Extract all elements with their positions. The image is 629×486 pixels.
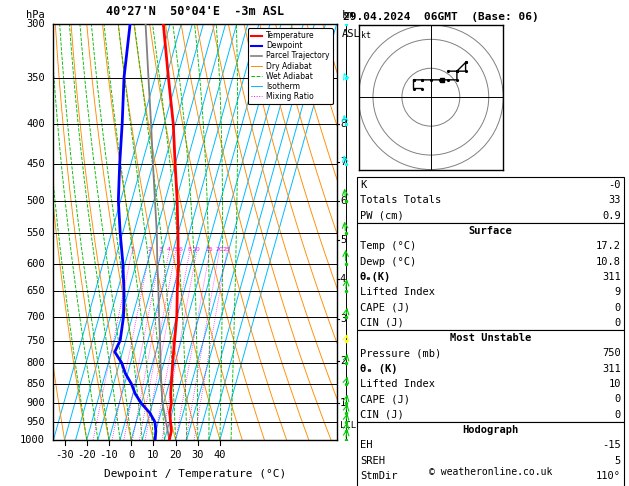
Text: EH: EH bbox=[360, 440, 372, 451]
Text: 350: 350 bbox=[26, 72, 45, 83]
Text: Totals Totals: Totals Totals bbox=[360, 195, 441, 206]
Text: 30: 30 bbox=[191, 450, 204, 460]
Text: 5: 5 bbox=[340, 235, 346, 245]
Text: -0: -0 bbox=[608, 180, 621, 190]
Text: 8: 8 bbox=[187, 247, 192, 252]
Text: 0: 0 bbox=[615, 318, 621, 328]
Text: ASL: ASL bbox=[342, 29, 361, 39]
Text: © weatheronline.co.uk: © weatheronline.co.uk bbox=[428, 467, 552, 477]
Text: LCL: LCL bbox=[340, 421, 356, 430]
Text: 7: 7 bbox=[340, 157, 346, 167]
Text: 750: 750 bbox=[26, 335, 45, 346]
Text: 10: 10 bbox=[192, 247, 201, 252]
Text: -15: -15 bbox=[602, 440, 621, 451]
Text: 500: 500 bbox=[26, 195, 45, 206]
Text: 6: 6 bbox=[179, 247, 183, 252]
Text: 5: 5 bbox=[174, 247, 177, 252]
Text: 8: 8 bbox=[340, 119, 346, 129]
Text: 20: 20 bbox=[169, 450, 182, 460]
Text: 25: 25 bbox=[223, 247, 231, 252]
Text: Mixing Ratio (g/kg): Mixing Ratio (g/kg) bbox=[386, 181, 395, 283]
Text: -10: -10 bbox=[99, 450, 118, 460]
Text: kt: kt bbox=[362, 31, 371, 40]
Text: 1: 1 bbox=[130, 247, 134, 252]
Text: Lifted Index: Lifted Index bbox=[360, 287, 435, 297]
Text: 600: 600 bbox=[26, 259, 45, 269]
Text: 300: 300 bbox=[26, 19, 45, 29]
Text: 3: 3 bbox=[340, 314, 346, 324]
Text: CAPE (J): CAPE (J) bbox=[360, 394, 409, 404]
Text: 17.2: 17.2 bbox=[596, 241, 621, 251]
Text: Surface: Surface bbox=[469, 226, 512, 236]
Text: CIN (J): CIN (J) bbox=[360, 318, 404, 328]
Text: 2: 2 bbox=[148, 247, 152, 252]
Text: Lifted Index: Lifted Index bbox=[360, 379, 435, 389]
Text: 10: 10 bbox=[608, 379, 621, 389]
Text: 6: 6 bbox=[340, 195, 346, 206]
Text: CIN (J): CIN (J) bbox=[360, 410, 404, 420]
Text: Temp (°C): Temp (°C) bbox=[360, 241, 416, 251]
Text: Dewpoint / Temperature (°C): Dewpoint / Temperature (°C) bbox=[104, 469, 286, 479]
Text: SREH: SREH bbox=[360, 455, 385, 466]
Text: 0: 0 bbox=[128, 450, 134, 460]
Text: -20: -20 bbox=[77, 450, 96, 460]
Text: Hodograph: Hodograph bbox=[462, 425, 518, 435]
Text: 800: 800 bbox=[26, 358, 45, 368]
Text: 110°: 110° bbox=[596, 471, 621, 481]
Text: 3: 3 bbox=[159, 247, 163, 252]
Text: 0: 0 bbox=[615, 302, 621, 312]
Legend: Temperature, Dewpoint, Parcel Trajectory, Dry Adiabat, Wet Adiabat, Isotherm, Mi: Temperature, Dewpoint, Parcel Trajectory… bbox=[248, 28, 333, 104]
Text: 10: 10 bbox=[147, 450, 160, 460]
Text: 550: 550 bbox=[26, 228, 45, 239]
Text: -30: -30 bbox=[55, 450, 74, 460]
Text: 0.9: 0.9 bbox=[602, 210, 621, 221]
Text: θₑ (K): θₑ (K) bbox=[360, 364, 398, 374]
Text: PW (cm): PW (cm) bbox=[360, 210, 404, 221]
Text: 950: 950 bbox=[26, 417, 45, 427]
Text: 10.8: 10.8 bbox=[596, 257, 621, 267]
Text: 40: 40 bbox=[214, 450, 226, 460]
Text: 1: 1 bbox=[340, 399, 346, 408]
Text: Most Unstable: Most Unstable bbox=[450, 333, 531, 343]
Text: θₑ(K): θₑ(K) bbox=[360, 272, 391, 282]
Text: 850: 850 bbox=[26, 379, 45, 389]
Text: 0: 0 bbox=[615, 410, 621, 420]
Text: 4: 4 bbox=[340, 274, 346, 284]
Text: Dewp (°C): Dewp (°C) bbox=[360, 257, 416, 267]
Text: 20: 20 bbox=[215, 247, 223, 252]
Text: 15: 15 bbox=[206, 247, 213, 252]
Text: 9: 9 bbox=[615, 287, 621, 297]
Text: 400: 400 bbox=[26, 119, 45, 129]
Text: 650: 650 bbox=[26, 286, 45, 296]
Text: 29.04.2024  06GMT  (Base: 06): 29.04.2024 06GMT (Base: 06) bbox=[343, 12, 538, 22]
Text: 5: 5 bbox=[615, 455, 621, 466]
Text: CAPE (J): CAPE (J) bbox=[360, 302, 409, 312]
Text: 4: 4 bbox=[167, 247, 171, 252]
Text: 750: 750 bbox=[602, 348, 621, 359]
Text: 40°27'N  50°04'E  -3m ASL: 40°27'N 50°04'E -3m ASL bbox=[106, 5, 284, 18]
Text: 2: 2 bbox=[340, 356, 346, 365]
Text: 311: 311 bbox=[602, 364, 621, 374]
Text: 0: 0 bbox=[615, 394, 621, 404]
Text: hPa: hPa bbox=[26, 10, 45, 20]
Text: 450: 450 bbox=[26, 159, 45, 169]
Text: K: K bbox=[360, 180, 366, 190]
Text: 700: 700 bbox=[26, 312, 45, 322]
Text: 1000: 1000 bbox=[20, 435, 45, 445]
Text: StmDir: StmDir bbox=[360, 471, 398, 481]
Text: 33: 33 bbox=[608, 195, 621, 206]
Text: 900: 900 bbox=[26, 399, 45, 408]
Text: 311: 311 bbox=[602, 272, 621, 282]
Text: km: km bbox=[342, 10, 355, 20]
Text: Pressure (mb): Pressure (mb) bbox=[360, 348, 441, 359]
